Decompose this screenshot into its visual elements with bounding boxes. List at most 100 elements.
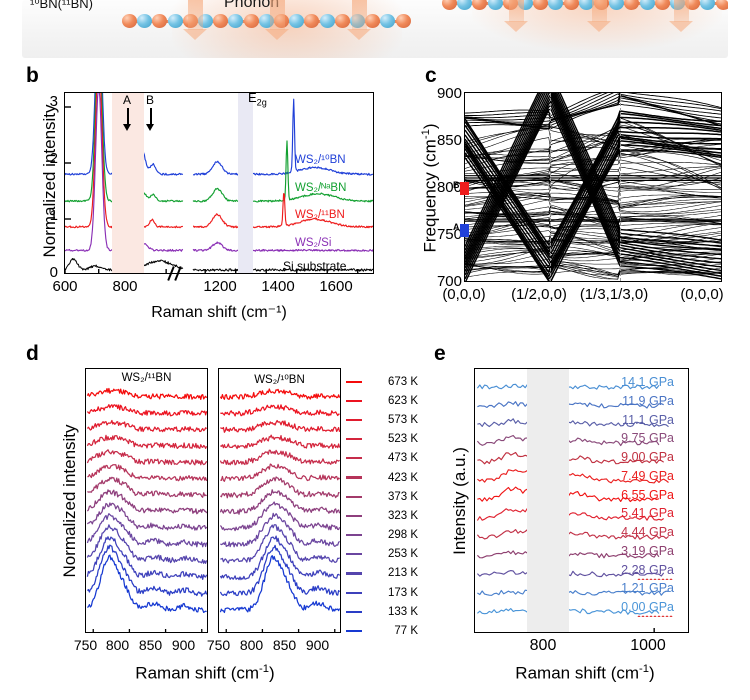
boron-atom — [563, 0, 579, 10]
panel-c-ytick-800: 800 — [436, 179, 462, 196]
panel-e-trace-5 — [477, 460, 669, 484]
nitrogen-atom — [319, 14, 335, 28]
panel-e-xtick-1000: 1000 — [630, 637, 666, 654]
boron-atom — [624, 0, 640, 10]
nitrogen-atom — [167, 14, 183, 28]
panel-d-subplot-1-title: WS₂/¹¹BN — [121, 372, 172, 384]
phonon-arrow-4 — [504, 0, 528, 32]
phonon-arrow-3 — [347, 0, 371, 40]
panel-e-pressure-label: 1.21 GPa — [621, 581, 674, 596]
panel-c-band — [465, 112, 721, 250]
panel-c-marker-b-label: B — [453, 180, 460, 190]
phonon-arrow-6 — [669, 0, 693, 32]
panel-e-pressure-label: 2.28 GPa — [621, 562, 674, 577]
nitrogen-atom — [289, 14, 305, 28]
panel-b-trace-label-3: WS₂/Si — [295, 237, 332, 249]
panel-c-band — [465, 247, 721, 261]
panel-c-vline-1 — [550, 93, 551, 281]
panel-c-band — [465, 93, 721, 121]
panel-d-legend-label: 573 K — [387, 413, 418, 426]
panel-d-legend-label: 623 K — [387, 394, 418, 407]
panel-d2-xtick-850: 850 — [272, 637, 297, 653]
panel-d1-trace-5 — [87, 464, 207, 482]
panel-d-legend-swatch — [346, 514, 362, 517]
panel-d-legend-row: 253 K — [346, 545, 426, 564]
panel-e-trace-1 — [477, 399, 664, 409]
panel-e-pressure-label: 6.55 GPa — [621, 487, 674, 502]
panel-d1-xtick-750: 750 — [73, 637, 98, 653]
panel-c-band — [465, 217, 721, 243]
panel-d-legend-swatch — [346, 399, 362, 402]
panel-d-legend-row: 77 K — [346, 621, 426, 640]
panel-d-legend-label: 298 K — [387, 529, 418, 542]
panel-d1-xtick-850: 850 — [138, 637, 163, 653]
boron-atom — [334, 14, 350, 28]
panel-b-trace-label-0: WS₂/¹⁰BN — [295, 154, 346, 166]
panel-b-trace-2-seg1 — [193, 193, 373, 229]
panel-d2-trace-11 — [219, 535, 340, 581]
panel-e-pressure-label: 9.00 GPa — [621, 450, 674, 464]
panel-letter-c: c — [425, 64, 437, 87]
panel-b-xlabel: Raman shift (cm⁻¹) — [151, 304, 287, 321]
panel-c-band — [465, 93, 721, 120]
panel-e-pressure-label: 3.19 GPa — [621, 543, 674, 558]
panel-c-band — [465, 137, 721, 157]
panel-b-trace-label-4: Si substrate — [283, 259, 347, 273]
panel-c-dispersion — [465, 93, 721, 281]
boron-atom — [395, 14, 411, 28]
panel-c-band — [465, 263, 721, 270]
panel-c-band — [465, 93, 721, 269]
panel-b-trace-3-seg1 — [192, 241, 373, 252]
panel-c-xtick-2: (1/3,1/3,0) — [579, 286, 649, 303]
panel-c-band — [465, 121, 721, 255]
panel-d-legend-label: 213 K — [387, 567, 418, 580]
panel-letter-b: b — [26, 64, 39, 87]
panel-d-legend-row: 573 K — [346, 410, 426, 429]
panel-b-trace-label-2: WS₂/¹¹BN — [295, 209, 345, 221]
nitrogen-atom — [380, 14, 396, 28]
boron-atom — [122, 14, 137, 28]
panel-d-legend-label: 323 K — [387, 509, 418, 522]
panel-d-legend-swatch — [346, 534, 362, 537]
panel-d-legend-label: 173 K — [387, 586, 418, 599]
panel-d-legend-label: 133 K — [387, 605, 418, 618]
panel-e-pressure-label: 11.1 GPa — [622, 412, 674, 427]
panel-e-trace-10 — [476, 568, 665, 578]
panel-d-legend-row: 623 K — [346, 391, 426, 410]
panel-d2-trace-12 — [219, 544, 340, 597]
panel-c-band — [465, 237, 721, 246]
panel-d-legend-label: 423 K — [387, 471, 418, 484]
panel-e-plot — [474, 368, 689, 633]
panel-d2-trace-10 — [220, 524, 340, 564]
bn-isotope-label: ¹⁰BN(¹¹BN) — [30, 0, 93, 11]
panel-d-legend-row: 133 K — [346, 602, 426, 621]
panel-d2-trace-8 — [219, 501, 340, 532]
panel-d1-trace-3 — [86, 434, 207, 450]
panel-e-ylabel: Intensity (a.u.) — [450, 447, 469, 555]
panel-c-band — [465, 264, 721, 280]
panel-d1-trace-8 — [86, 502, 207, 531]
boron-atom — [533, 0, 549, 10]
panel-b-band-e2g — [238, 93, 253, 273]
panel-b-e2g-label: E2g — [248, 90, 267, 108]
panel-c-band — [465, 94, 721, 123]
panel-d2-trace-2 — [220, 419, 340, 433]
panel-d-legend-row: 213 K — [346, 564, 426, 583]
panel-c-band — [465, 128, 721, 159]
panel-d-legend: 673 K 623 K 573 K 523 K 473 K 423 K 373 K 323 K… — [346, 372, 426, 641]
panel-e-trace-4 — [477, 444, 665, 465]
panel-d-legend-label: 253 K — [387, 548, 418, 561]
panel-d-legend-swatch — [346, 572, 362, 575]
panel-c-xtick-1: (1/2,0,0) — [511, 286, 567, 303]
boron-atom — [654, 0, 670, 10]
panel-c-band — [465, 110, 721, 246]
panel-b-ytick-0: 0 — [49, 264, 58, 281]
panel-d1-trace-7 — [86, 489, 207, 515]
panel-c-band — [465, 225, 721, 243]
panel-c-marker-b — [460, 182, 469, 195]
nitrogen-atom — [228, 14, 244, 28]
nitrogen-atom — [609, 0, 625, 10]
nitrogen-atom — [457, 0, 473, 10]
panel-d-legend-row: 173 K — [346, 583, 426, 602]
panel-c-band — [465, 93, 721, 247]
